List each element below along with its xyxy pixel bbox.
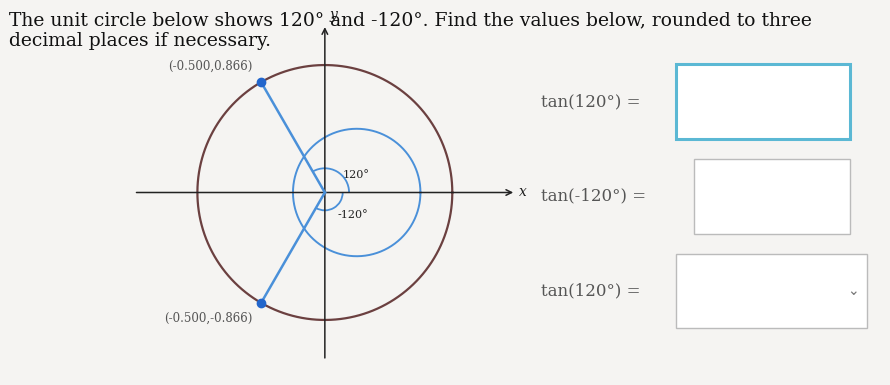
Text: 120°: 120° [343,170,369,180]
Text: (-0.500,0.866): (-0.500,0.866) [168,60,252,73]
Text: tan(120°) =: tan(120°) = [541,283,641,300]
Text: ⌄: ⌄ [847,284,859,298]
Text: The unit circle below shows 120° and -120°. Find the values below, rounded to th: The unit circle below shows 120° and -12… [9,12,812,50]
Text: tan(-120°) =: tan(-120°) = [541,188,646,205]
Text: -120°: -120° [337,210,368,220]
Text: (-0.500,-0.866): (-0.500,-0.866) [164,312,252,325]
FancyBboxPatch shape [676,64,850,139]
Text: y: y [330,8,338,22]
FancyBboxPatch shape [676,254,867,328]
FancyBboxPatch shape [693,159,850,234]
Text: tan(120°) =: tan(120°) = [541,93,641,110]
Text: x: x [519,186,527,199]
